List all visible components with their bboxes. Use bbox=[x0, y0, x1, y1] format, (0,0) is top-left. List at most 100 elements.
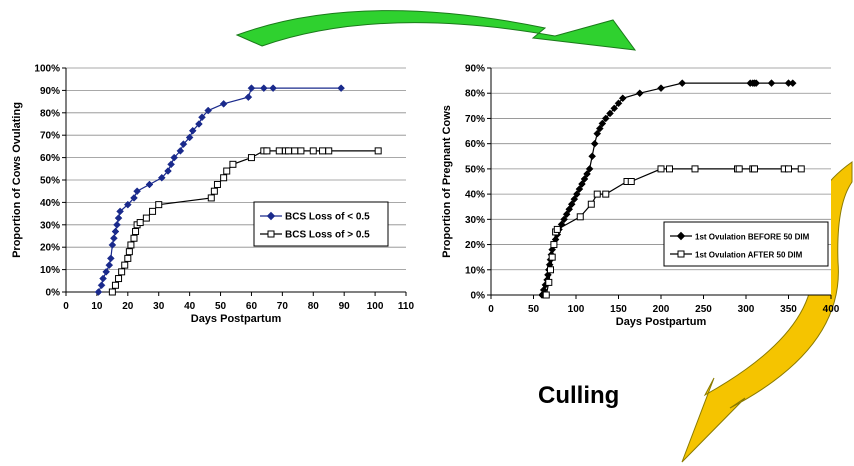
data-point bbox=[155, 201, 163, 209]
data-point bbox=[657, 84, 665, 93]
y-tick-label: 70% bbox=[465, 114, 485, 125]
data-point bbox=[567, 200, 576, 209]
data-point bbox=[545, 278, 553, 286]
data-point bbox=[97, 281, 106, 290]
data-point bbox=[94, 288, 103, 296]
data-point bbox=[123, 200, 132, 209]
data-point bbox=[263, 147, 271, 155]
data-point bbox=[562, 210, 571, 219]
data-point bbox=[614, 99, 623, 108]
legend-box bbox=[663, 221, 829, 267]
y-tick-label: 80% bbox=[40, 108, 60, 119]
legend-label: 1st Ovulation AFTER 50 DIM bbox=[695, 251, 803, 260]
data-point bbox=[553, 225, 561, 233]
data-point bbox=[106, 254, 115, 263]
data-point bbox=[145, 180, 154, 189]
y-tick-label: 40% bbox=[40, 198, 60, 209]
data-point bbox=[291, 147, 299, 155]
legend-label: BCS Loss of > 0.5 bbox=[285, 230, 370, 241]
x-tick-label: 10 bbox=[91, 301, 103, 312]
data-point bbox=[788, 79, 797, 87]
data-point bbox=[337, 84, 345, 93]
x-tick-label: 80 bbox=[308, 301, 320, 312]
data-point bbox=[598, 119, 607, 128]
data-point bbox=[275, 147, 283, 155]
data-point bbox=[195, 120, 203, 128]
data-point bbox=[593, 190, 601, 198]
data-point bbox=[210, 187, 218, 195]
y-tick-label: 90% bbox=[40, 86, 60, 97]
data-point bbox=[244, 93, 253, 101]
x-tick-label: 30 bbox=[153, 301, 165, 312]
y-tick-label: 90% bbox=[465, 64, 485, 75]
x-tick-label: 250 bbox=[695, 304, 712, 315]
data-point bbox=[113, 220, 121, 229]
data-point bbox=[374, 147, 382, 155]
y-tick-label: 50% bbox=[465, 164, 485, 175]
x-tick-label: 100 bbox=[367, 301, 384, 312]
y-tick-label: 20% bbox=[40, 243, 60, 254]
x-tick-label: 300 bbox=[738, 304, 755, 315]
x-tick-label: 50 bbox=[215, 301, 227, 312]
data-point bbox=[593, 129, 602, 138]
y-tick-label: 50% bbox=[40, 176, 60, 187]
data-point bbox=[269, 84, 277, 93]
data-point bbox=[297, 147, 305, 155]
data-point bbox=[170, 153, 179, 162]
data-point bbox=[678, 79, 687, 87]
data-point bbox=[132, 228, 140, 236]
y-tick-label: 0% bbox=[46, 288, 61, 299]
data-point bbox=[601, 114, 610, 123]
data-point bbox=[133, 187, 141, 196]
data-point bbox=[164, 167, 172, 175]
data-point bbox=[125, 248, 133, 256]
data-point bbox=[587, 200, 595, 208]
y-tick-label: 30% bbox=[40, 220, 60, 231]
y-tick-label: 70% bbox=[40, 131, 60, 142]
data-point bbox=[576, 213, 584, 221]
data-point bbox=[657, 165, 665, 173]
green-arrow-icon bbox=[235, 10, 637, 51]
data-point bbox=[285, 147, 293, 155]
legend-box bbox=[253, 201, 389, 247]
data-point bbox=[610, 104, 619, 113]
data-point bbox=[114, 214, 123, 222]
x-tick-label: 50 bbox=[528, 304, 540, 315]
x-tick-label: 200 bbox=[653, 304, 670, 315]
data-point bbox=[185, 133, 194, 142]
data-point bbox=[157, 173, 166, 182]
data-point bbox=[121, 261, 129, 269]
y-tick-label: 40% bbox=[465, 190, 485, 201]
data-point bbox=[542, 291, 550, 299]
data-point bbox=[219, 99, 228, 108]
data-point bbox=[785, 165, 792, 173]
data-point bbox=[188, 126, 197, 135]
data-point bbox=[797, 165, 805, 173]
data-point bbox=[735, 165, 743, 173]
data-point bbox=[666, 165, 673, 173]
data-point bbox=[618, 94, 627, 103]
y-tick-label: 60% bbox=[465, 139, 485, 150]
data-point bbox=[606, 109, 614, 118]
data-point bbox=[565, 205, 574, 214]
data-point bbox=[560, 215, 568, 224]
data-point bbox=[767, 79, 776, 87]
legend-marker bbox=[676, 231, 686, 241]
data-point bbox=[309, 147, 317, 155]
data-point bbox=[99, 274, 107, 283]
x-tick-label: 70 bbox=[277, 301, 289, 312]
legend-marker bbox=[266, 211, 276, 221]
y-tick-label: 30% bbox=[465, 215, 485, 226]
data-point bbox=[570, 195, 579, 204]
y-tick-label: 20% bbox=[465, 240, 485, 251]
data-point bbox=[127, 241, 135, 249]
x-tick-label: 150 bbox=[610, 304, 627, 315]
data-point bbox=[595, 124, 604, 133]
data-point bbox=[583, 170, 591, 178]
data-point bbox=[691, 165, 699, 173]
data-point bbox=[578, 180, 586, 188]
data-point bbox=[325, 147, 333, 155]
data-point bbox=[176, 147, 185, 155]
data-point bbox=[124, 254, 132, 262]
